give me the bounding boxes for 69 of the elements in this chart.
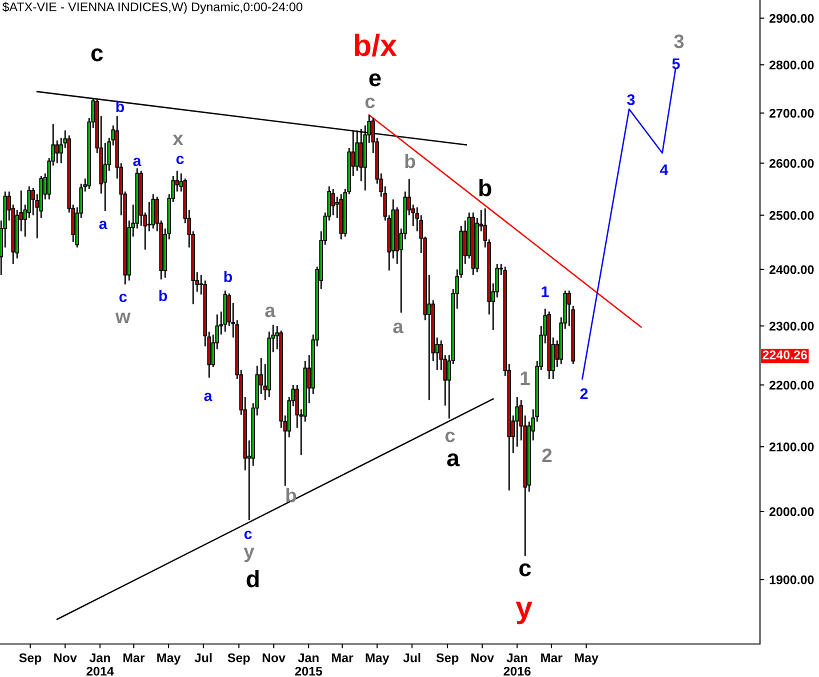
y-tick-label: 2200.00 [769, 380, 814, 390]
y-tick-label: 2800.00 [769, 60, 814, 70]
annotation: b [159, 290, 168, 302]
candlestick [55, 140, 60, 164]
y-tick-label: 2300.00 [769, 322, 814, 331]
y-tick-label: 2400.00 [769, 265, 814, 274]
y-tick-label: 2900.00 [769, 14, 814, 23]
annotation: w [115, 312, 131, 324]
annotation: b [405, 154, 416, 168]
annotation: b/x [354, 34, 397, 57]
annotation: 1 [542, 286, 549, 297]
annotation: a [204, 392, 212, 402]
annotation: a [447, 453, 460, 466]
annotation: a [393, 322, 404, 334]
annotation: e [369, 73, 381, 86]
annotation: b [116, 100, 124, 112]
x-tick-label: Jul [194, 653, 212, 662]
annotation: b [479, 178, 492, 196]
text: 2240.26 [762, 350, 808, 360]
x-tick-label: Sep [228, 653, 250, 665]
x-tick-label: Nov [471, 653, 494, 662]
x-tick-label: Mar [541, 653, 562, 662]
annotation: x [172, 134, 184, 146]
y-tick-label: 2600.00 [769, 158, 814, 168]
x-tick-label: Sep [436, 653, 458, 665]
line-series [582, 68, 676, 380]
annotation: c [91, 48, 103, 62]
chart-title: $ATX-VIE - VIENNA INDICES,W) Dynamic,0:00-24:00 [2, 2, 302, 14]
annotation: a [99, 220, 108, 230]
x-tick-label: Sep [19, 653, 42, 665]
annotation: 4 [660, 164, 668, 175]
annotation: c [365, 98, 375, 108]
annotation: a [133, 158, 142, 166]
annotation: 3 [674, 34, 684, 48]
candlestick [147, 201, 152, 232]
annotation: b [224, 270, 232, 282]
annotation: b [286, 488, 296, 502]
annotation: y [244, 548, 254, 562]
annotation: c [244, 530, 252, 540]
annotation: c [119, 294, 127, 302]
annotation: 5 [672, 58, 680, 70]
x-tick-label: Mar [123, 653, 145, 662]
y-tick-label: 2500.00 [769, 211, 814, 220]
y-tick-label: 1900.00 [770, 575, 814, 584]
x-tick-label: Jan 2016 [504, 653, 531, 676]
annotation: 3 [627, 94, 635, 106]
x-tick-label: May [574, 653, 598, 665]
x-tick-label: Mar [332, 653, 354, 662]
annotation: d [246, 570, 259, 588]
x-tick-label: Nov [262, 653, 286, 662]
annotation: y [516, 602, 532, 624]
x-tick-label: Jan 2015 [295, 653, 322, 676]
candlestick [103, 142, 108, 212]
y-tick-label: 2700.00 [769, 108, 814, 118]
x-tick-label: Jan 2014 [86, 653, 114, 676]
annotation: 2 [542, 448, 552, 462]
annotation: c [176, 156, 184, 164]
x-tick-label: Jul [403, 653, 420, 662]
x-tick-label: May [366, 653, 390, 665]
annotation: 2 [580, 388, 588, 399]
annotation: 1 [520, 372, 530, 386]
annotation: a [265, 306, 276, 318]
annotation: c [445, 432, 455, 442]
candlestick [331, 188, 336, 216]
x-tick-label: May [157, 653, 181, 665]
y-tick-label: 2000.00 [769, 507, 814, 516]
y-tick-label: 2100.00 [769, 442, 814, 452]
annotation: c [519, 563, 531, 576]
x-tick-label: Nov [54, 653, 77, 662]
